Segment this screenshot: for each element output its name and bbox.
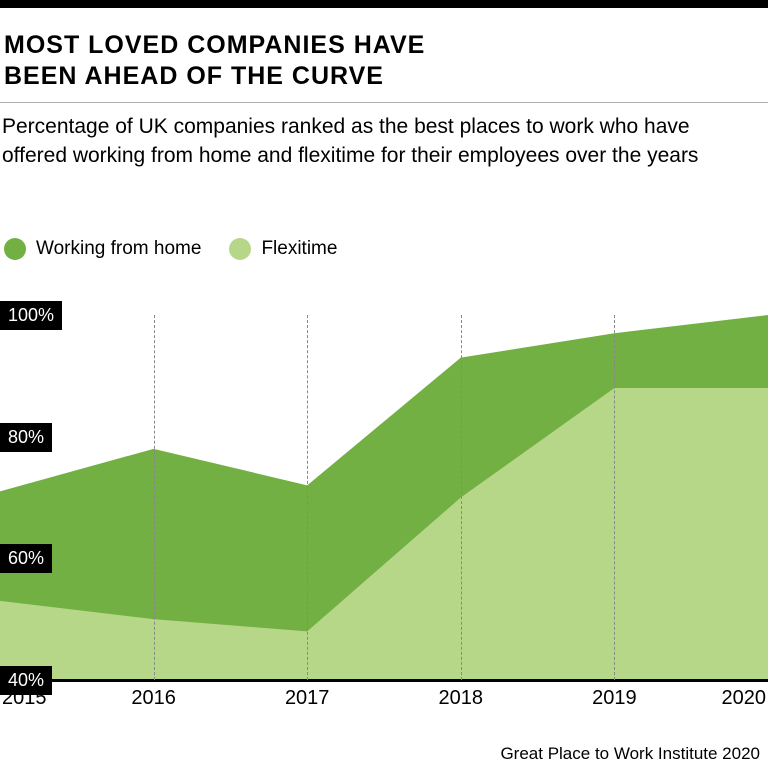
legend-swatch-flexitime bbox=[229, 238, 251, 260]
legend-swatch-wfh bbox=[4, 238, 26, 260]
top-bar bbox=[0, 0, 768, 8]
gridline bbox=[461, 315, 462, 680]
legend-label-wfh: Working from home bbox=[36, 238, 201, 260]
chart-subtitle: Percentage of UK companies ranked as the… bbox=[2, 112, 758, 171]
legend-label-flexitime: Flexitime bbox=[261, 238, 337, 260]
x-axis-line bbox=[0, 679, 768, 682]
title-divider bbox=[0, 102, 768, 103]
y-axis-label: 60% bbox=[0, 544, 52, 573]
title-line-1: MOST LOVED COMPANIES HAVE bbox=[4, 31, 425, 59]
y-axis-label: 100% bbox=[0, 301, 62, 330]
x-axis-label: 2018 bbox=[439, 687, 484, 710]
chart-title: MOST LOVED COMPANIES HAVE BEEN AHEAD OF … bbox=[4, 30, 758, 93]
legend-item-flexitime: Flexitime bbox=[229, 238, 337, 260]
gridline bbox=[614, 315, 615, 680]
y-axis-label: 40% bbox=[0, 666, 52, 695]
gridline bbox=[307, 315, 308, 680]
legend-item-wfh: Working from home bbox=[4, 238, 201, 260]
source-citation: Great Place to Work Institute 2020 bbox=[500, 744, 760, 764]
gridline bbox=[154, 315, 155, 680]
legend: Working from home Flexitime bbox=[4, 238, 337, 260]
x-axis-label: 2016 bbox=[131, 687, 176, 710]
plot-region: 40%60%80%100% bbox=[0, 315, 768, 680]
x-axis-label: 2020 bbox=[722, 687, 767, 710]
area-chart-svg bbox=[0, 315, 768, 680]
y-axis-label: 80% bbox=[0, 423, 52, 452]
chart-area: 40%60%80%100% 201520162017201820192020 bbox=[0, 310, 768, 710]
x-axis-label: 2017 bbox=[285, 687, 330, 710]
title-line-2: BEEN AHEAD OF THE CURVE bbox=[4, 62, 384, 90]
x-axis-label: 2019 bbox=[592, 687, 637, 710]
